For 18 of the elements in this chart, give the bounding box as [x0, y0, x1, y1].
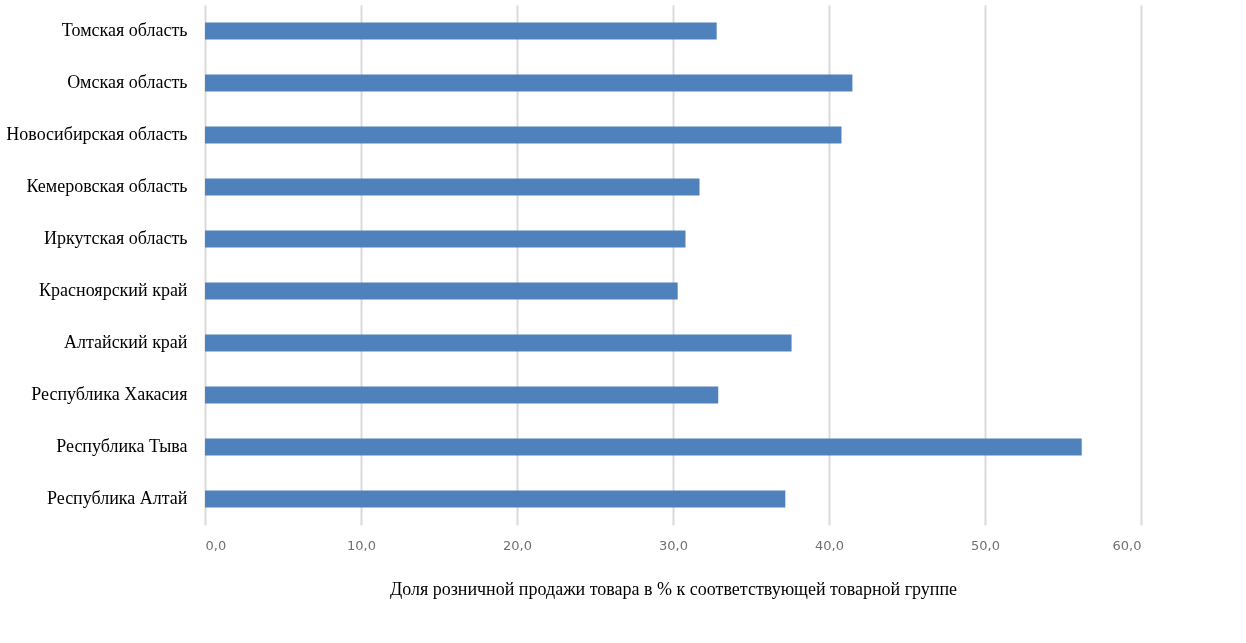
- y-tick-label: Алтайский край: [63, 332, 188, 352]
- y-tick-label: Кемеровская область: [26, 176, 188, 196]
- y-tick-label: Томская область: [61, 20, 188, 40]
- x-tick-label: 20,0: [503, 537, 532, 553]
- y-tick-label: Омская область: [67, 72, 188, 92]
- x-tick-label: 10,0: [347, 537, 376, 553]
- x-tick-label: 40,0: [815, 537, 844, 553]
- y-tick-label: Республика Хакасия: [31, 384, 188, 404]
- x-axis-title: Доля розничной продажи товара в % к соответствующей товарной группе: [389, 578, 958, 599]
- y-tick-label: Республика Алтай: [46, 488, 188, 508]
- y-tick-label: Иркутская область: [43, 228, 188, 248]
- x-tick-label: 0,0: [205, 537, 227, 553]
- x-tick-label: 60,0: [1112, 537, 1142, 553]
- x-tick-label: 50,0: [971, 537, 1000, 553]
- y-tick-label: Республика Тыва: [56, 436, 188, 456]
- x-tick-label: 30,0: [659, 537, 688, 553]
- y-tick-label: Красноярский край: [39, 280, 188, 300]
- y-tick-label: Новосибирская область: [6, 124, 188, 144]
